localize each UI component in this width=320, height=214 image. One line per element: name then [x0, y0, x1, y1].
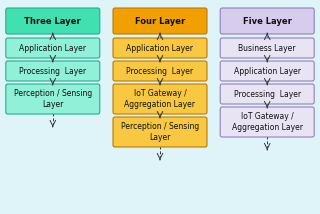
FancyBboxPatch shape — [113, 8, 207, 34]
FancyBboxPatch shape — [220, 61, 314, 81]
FancyBboxPatch shape — [220, 8, 314, 34]
FancyBboxPatch shape — [6, 38, 100, 58]
Text: Four Layer: Four Layer — [135, 16, 185, 25]
FancyBboxPatch shape — [113, 117, 207, 147]
Text: Application Layer: Application Layer — [19, 43, 86, 52]
Text: Three Layer: Three Layer — [25, 16, 81, 25]
Text: Perception / Sensing
Layer: Perception / Sensing Layer — [14, 89, 92, 109]
FancyBboxPatch shape — [6, 61, 100, 81]
Text: Application Layer: Application Layer — [126, 43, 194, 52]
Text: Processing  Layer: Processing Layer — [126, 67, 194, 76]
Text: IoT Gateway /
Aggregation Layer: IoT Gateway / Aggregation Layer — [124, 89, 196, 109]
FancyBboxPatch shape — [6, 84, 100, 114]
Text: Five Layer: Five Layer — [243, 16, 292, 25]
Text: Perception / Sensing
Layer: Perception / Sensing Layer — [121, 122, 199, 142]
FancyBboxPatch shape — [113, 38, 207, 58]
FancyBboxPatch shape — [6, 8, 100, 34]
FancyBboxPatch shape — [220, 84, 314, 104]
FancyBboxPatch shape — [220, 38, 314, 58]
FancyBboxPatch shape — [113, 84, 207, 114]
Text: Business Layer: Business Layer — [238, 43, 296, 52]
FancyBboxPatch shape — [220, 107, 314, 137]
Text: Processing  Layer: Processing Layer — [19, 67, 86, 76]
Text: IoT Gateway /
Aggregation Layer: IoT Gateway / Aggregation Layer — [232, 112, 303, 132]
FancyBboxPatch shape — [113, 61, 207, 81]
Text: Application Layer: Application Layer — [234, 67, 301, 76]
Text: Processing  Layer: Processing Layer — [234, 89, 301, 98]
